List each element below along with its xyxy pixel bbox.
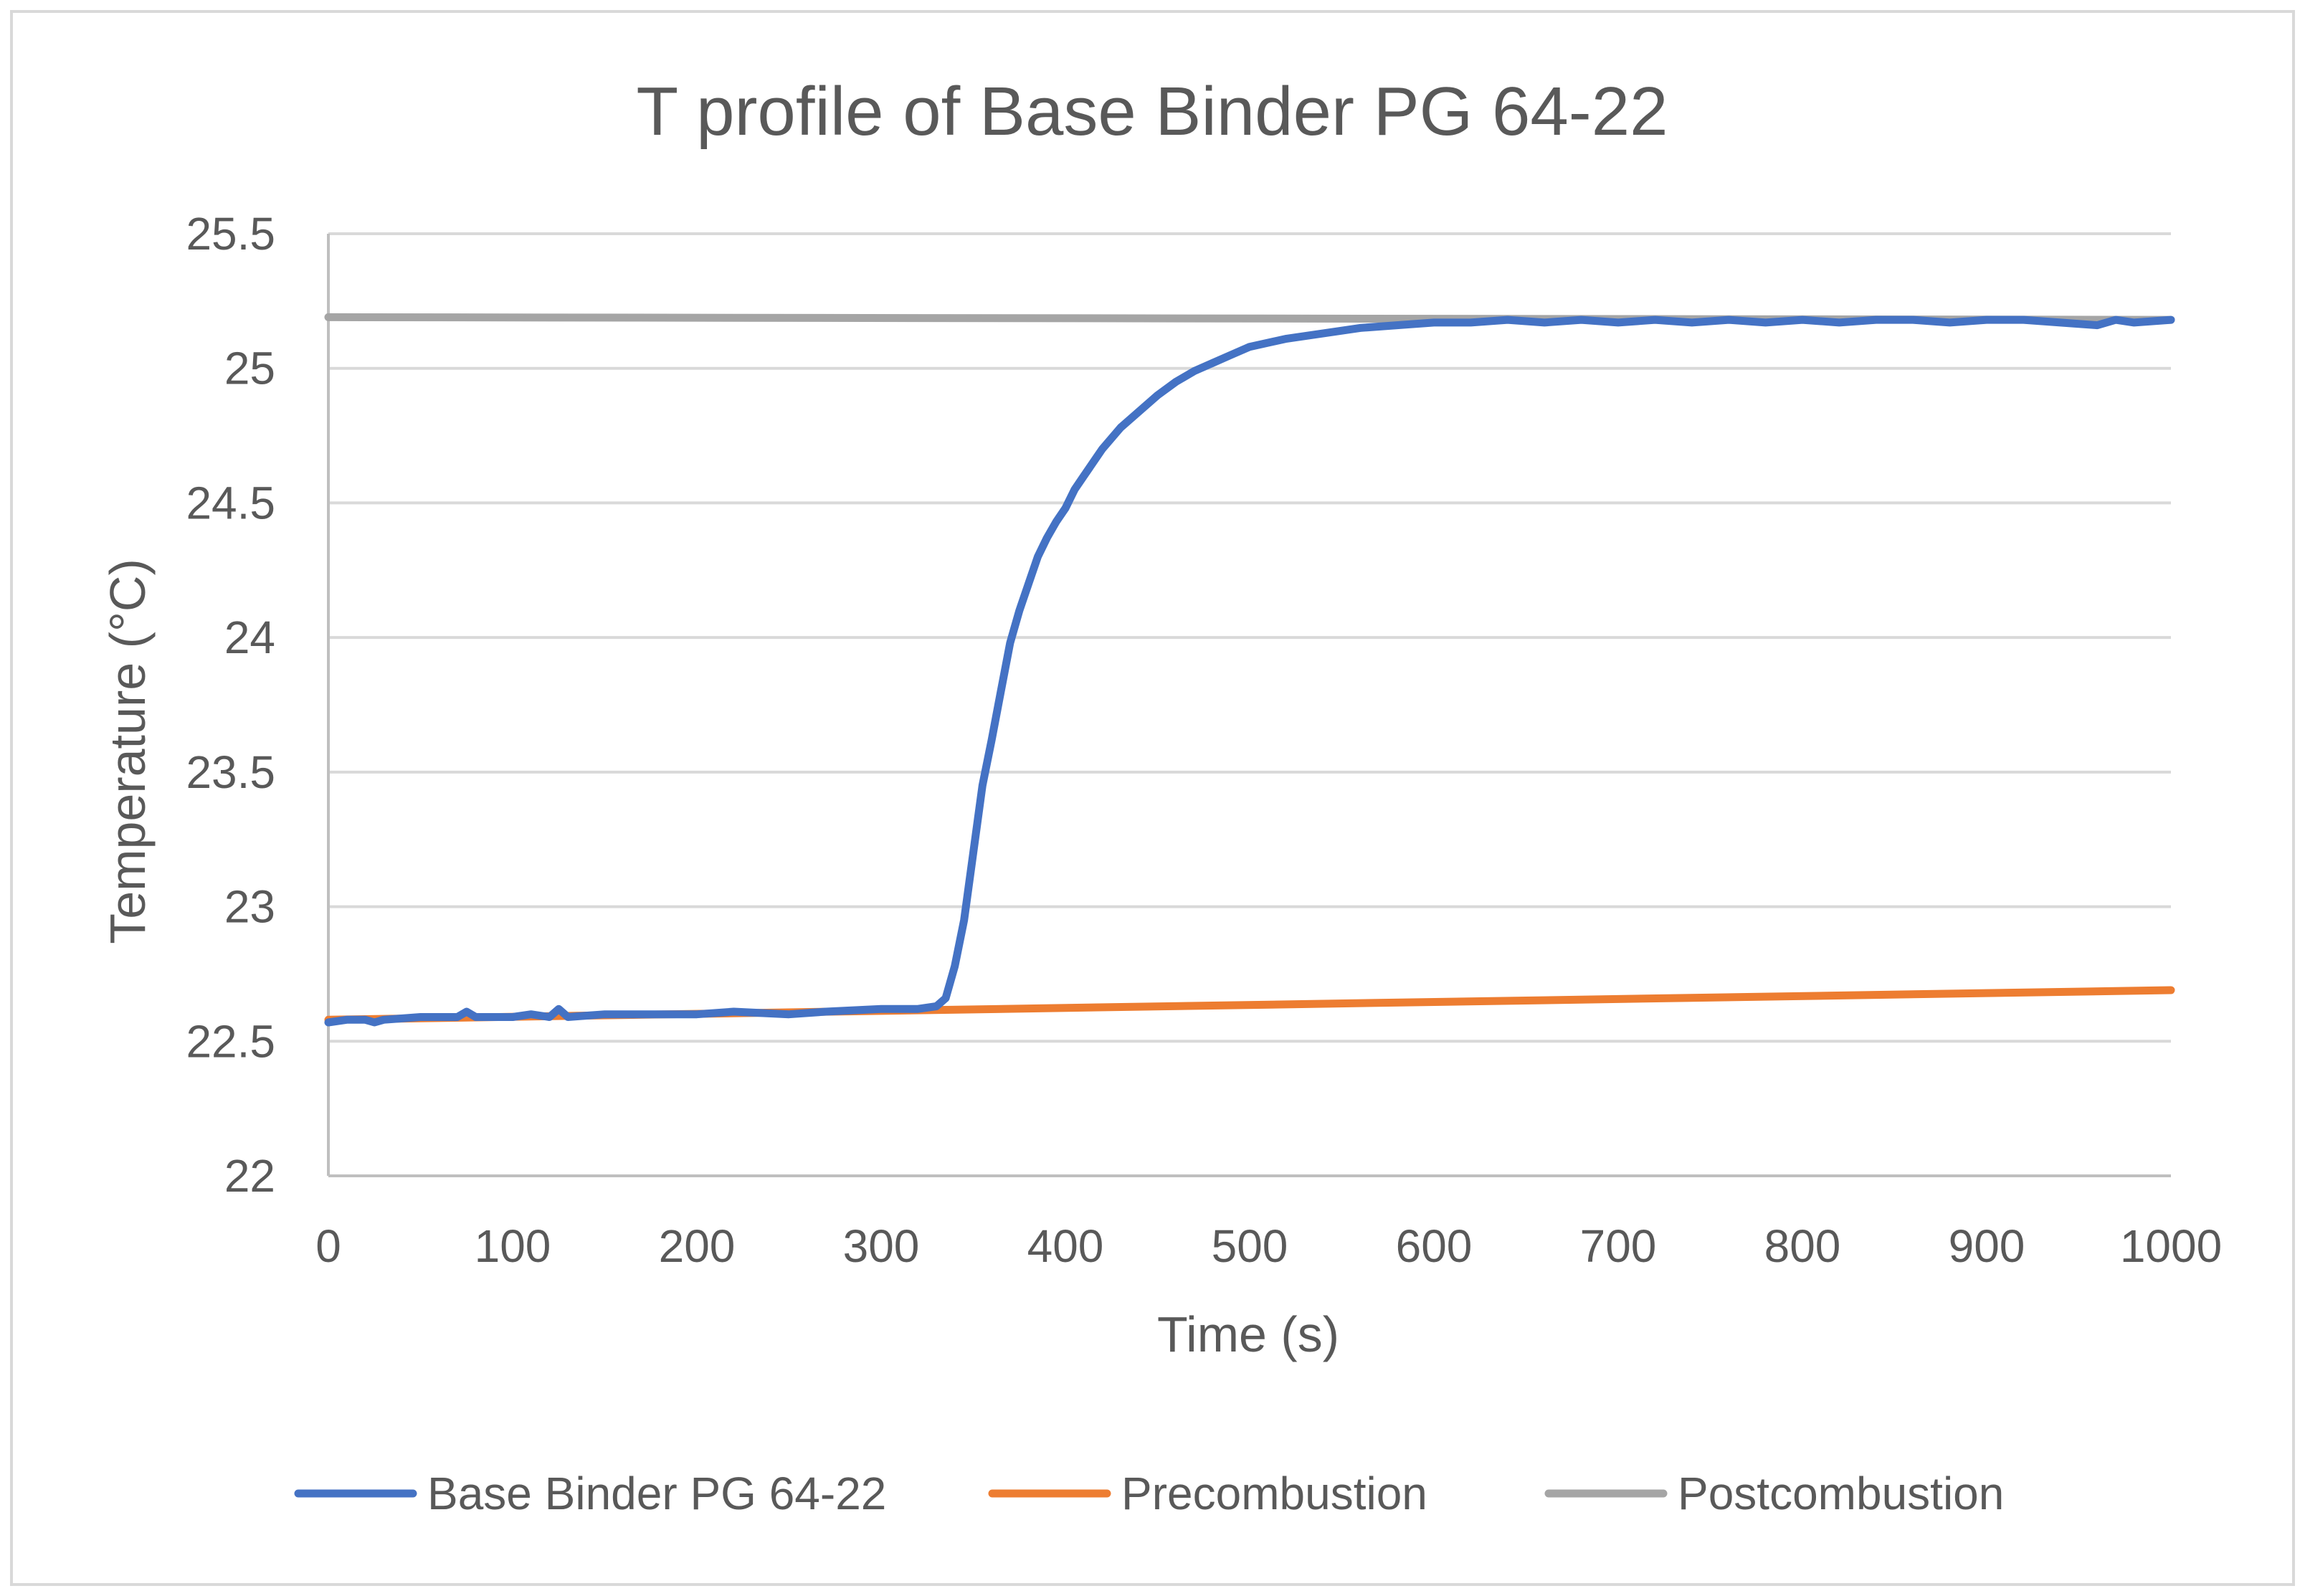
chart-frame bbox=[10, 10, 2295, 1586]
y-tick-label: 23 bbox=[224, 881, 275, 933]
x-tick-label: 500 bbox=[1212, 1220, 1288, 1272]
x-tick-label: 300 bbox=[843, 1220, 920, 1272]
y-tick-label: 25.5 bbox=[186, 208, 275, 260]
x-tick-label: 700 bbox=[1580, 1220, 1657, 1272]
y-tick-label: 25 bbox=[224, 343, 275, 394]
legend: Base Binder PG 64-22 Precombustion Postcom… bbox=[294, 1468, 2004, 1519]
legend-label: Base Binder PG 64-22 bbox=[427, 1468, 886, 1519]
y-axis-title: Temperature (°C) bbox=[100, 559, 156, 944]
y-tick-labels: 22 22.5 23 23.5 24 24.5 25 25.5 bbox=[186, 208, 275, 1202]
x-axis-title: Time (s) bbox=[1157, 1306, 1339, 1362]
series-line-base-binder-pg-64-22 bbox=[324, 315, 2175, 1027]
y-tick-label: 24.5 bbox=[186, 477, 275, 528]
x-tick-label: 600 bbox=[1396, 1220, 1473, 1272]
x-tick-label: 1000 bbox=[2120, 1220, 2222, 1272]
y-tick-label: 23.5 bbox=[186, 746, 275, 798]
x-tick-label: 0 bbox=[315, 1220, 341, 1272]
chart-title: T profile of Base Binder PG 64-22 bbox=[636, 73, 1668, 150]
y-tick-label: 22 bbox=[224, 1150, 275, 1202]
x-tick-label: 100 bbox=[475, 1220, 551, 1272]
y-tick-label: 24 bbox=[224, 612, 275, 663]
legend-item: Postcombustion bbox=[1544, 1468, 2004, 1519]
y-tick-label: 22.5 bbox=[186, 1015, 275, 1067]
grid-lines bbox=[328, 232, 2171, 1043]
x-tick-labels: 0 100 200 300 400 500 600 700 800 900 1000 bbox=[315, 1220, 2222, 1272]
series-lines bbox=[324, 313, 2175, 1027]
x-tick-label: 800 bbox=[1764, 1220, 1841, 1272]
legend-label: Postcombustion bbox=[1678, 1468, 2004, 1519]
legend-item: Precombustion bbox=[988, 1468, 1427, 1519]
legend-label: Precombustion bbox=[1121, 1468, 1427, 1519]
x-tick-label: 400 bbox=[1027, 1220, 1104, 1272]
x-tick-label: 200 bbox=[659, 1220, 736, 1272]
legend-item: Base Binder PG 64-22 bbox=[294, 1468, 886, 1519]
x-tick-label: 900 bbox=[1949, 1220, 2025, 1272]
